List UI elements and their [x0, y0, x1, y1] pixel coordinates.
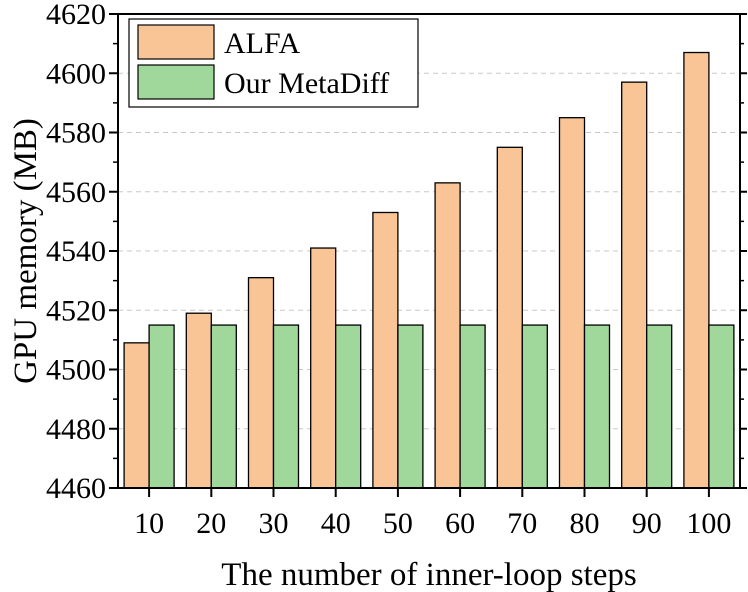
- bars: [123, 51, 735, 489]
- x-tick-label: 10: [134, 507, 164, 540]
- legend: ALFA Our MetaDiff: [128, 18, 419, 108]
- axis-ticks: [109, 13, 747, 497]
- tick-labels: 4460 4480 4500 4520 4540 4560 4580 4600 4620 10 20…: [46, 0, 731, 540]
- x-axis-title: The number of inner-loop steps: [221, 557, 636, 592]
- y-tick-label: 4480: [46, 413, 106, 446]
- bar-metadiff-10: [148, 324, 175, 489]
- x-tick-label: 20: [196, 507, 226, 540]
- x-tick-label: 60: [445, 507, 475, 540]
- bar-alfa-30: [247, 277, 275, 489]
- y-tick-label: 4620: [46, 0, 106, 31]
- x-tick-label: 40: [321, 507, 351, 540]
- legend-swatch-metadiff: [137, 64, 215, 100]
- x-tick-label: 50: [383, 507, 413, 540]
- y-axis-title: GPU memory (MB): [8, 118, 44, 384]
- x-tick-label: 30: [259, 507, 289, 540]
- x-tick-label: 80: [570, 507, 600, 540]
- bar-metadiff-60: [459, 324, 486, 489]
- bar-metadiff-20: [210, 324, 237, 489]
- y-tick-label: 4520: [46, 294, 106, 327]
- bar-alfa-20: [185, 312, 212, 489]
- bar-metadiff-100: [708, 324, 735, 489]
- bar-alfa-50: [372, 211, 399, 489]
- legend-swatch-alfa: [137, 24, 215, 60]
- bar-alfa-90: [621, 81, 648, 489]
- bar-alfa-80: [558, 117, 586, 489]
- legend-label-metadiff: Our MetaDiff: [224, 67, 389, 100]
- legend-label-alfa: ALFA: [224, 27, 300, 60]
- bar-alfa-70: [496, 146, 523, 489]
- bar-metadiff-70: [521, 324, 548, 489]
- bar-alfa-100: [683, 51, 710, 489]
- y-tick-label: 4500: [46, 354, 106, 387]
- bar-metadiff-80: [583, 324, 611, 489]
- x-tick-label: 90: [632, 507, 662, 540]
- y-tick-label: 4540: [46, 235, 106, 268]
- bar-alfa-10: [123, 342, 150, 489]
- bar-metadiff-90: [646, 324, 673, 489]
- bar-metadiff-40: [335, 324, 362, 489]
- bar-alfa-60: [434, 182, 461, 489]
- bar-metadiff-50: [397, 324, 424, 489]
- x-tick-label: 70: [507, 507, 537, 540]
- y-tick-label: 4460: [46, 472, 106, 505]
- bar-metadiff-30: [272, 324, 300, 489]
- y-tick-label: 4600: [46, 57, 106, 90]
- x-tick-label: 100: [686, 507, 731, 540]
- bar-alfa-40: [310, 247, 337, 489]
- y-tick-label: 4580: [46, 117, 106, 150]
- y-tick-label: 4560: [46, 176, 106, 209]
